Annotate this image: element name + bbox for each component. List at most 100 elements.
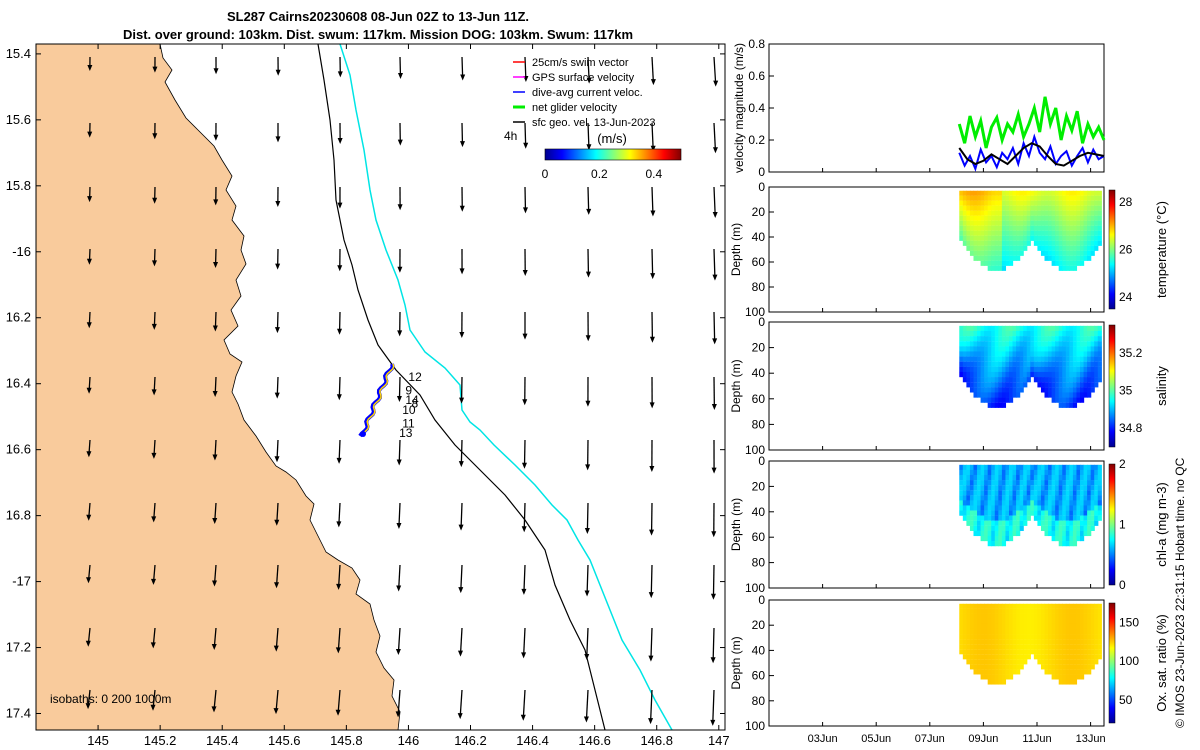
sfc-vector [459,627,463,655]
section-cell [1026,325,1031,332]
section-cell [962,490,967,496]
section-cell [962,330,967,337]
section-cell [1062,618,1067,625]
section-cell [1040,346,1046,352]
section-cell [1037,240,1042,246]
section-cell [984,190,989,196]
section-cell [1001,341,1007,347]
section-cell [1023,200,1028,206]
section-cell [987,200,992,206]
section-cell [1055,387,1060,393]
section-cell [1044,634,1049,640]
section-cell [1012,325,1017,332]
section-cell [1040,200,1046,206]
section-cell [1058,603,1063,609]
section-cell [980,210,985,216]
section-cell [1055,474,1060,481]
section-cell [1097,351,1102,357]
sfc-vector-head [336,521,342,528]
section-cell [1083,346,1088,352]
section-cell [1090,361,1095,367]
sfc-vector-head [522,207,528,214]
colorbar-label: (m/s) [597,131,627,146]
sfc-vector [587,186,590,213]
section-cell [1051,371,1056,378]
sfc-vector [586,564,589,595]
section-cell [991,255,996,261]
section-cell [1076,664,1081,670]
section-cell [966,225,971,231]
section-cell [1023,215,1028,221]
section-cell [973,464,978,471]
section-cell [1097,639,1102,645]
sfc-vector [649,689,653,723]
section-cell [1044,480,1049,486]
sfc-vector-head [458,524,464,531]
section-cell [1033,618,1039,625]
section-cell [998,220,1003,226]
section-cell [991,520,996,526]
sfc-vector-head [86,387,92,394]
section-cell [1055,336,1060,342]
section-cell [1005,613,1010,620]
section-cell [1048,205,1053,211]
section-cell [1048,240,1053,246]
section-cell [1033,366,1039,373]
section-cell [998,623,1003,630]
section-cell [1065,366,1070,373]
section-cell [966,603,971,609]
map-x-tick-label: 146.2 [454,733,487,748]
section-cell [1090,603,1095,609]
section-cell [980,255,985,261]
section-cell [1062,336,1067,342]
section-cell [1094,330,1099,337]
section-cell [1055,608,1060,614]
section-cell [1076,255,1081,261]
section-cell [998,520,1003,526]
section-cell [1076,654,1081,660]
section-cell [1001,674,1007,680]
map-panel: 145 145.2 145.4 145.6 145.8 146 146.2 146.4 146.… [6,43,730,748]
section-cell [1051,210,1056,216]
section-cell [1008,330,1014,337]
section-cell [1023,190,1028,196]
section-cell [998,330,1003,337]
section-cell [1058,639,1063,645]
section-cell [962,230,967,236]
section-cell [1051,377,1056,383]
map-legend: 25cm/s swim vector GPS surface velocity … [504,57,682,181]
section-colorbar [1108,189,1116,310]
section-cell [1044,505,1049,511]
section-cell [987,525,992,531]
section-cell [991,485,996,491]
section-cell [1026,639,1031,645]
section-cell [1012,387,1017,393]
section-cell [1040,525,1046,531]
section-cell [984,240,989,246]
section-cell [962,474,967,481]
section-cell [1033,346,1039,352]
section-cell [1094,200,1099,206]
section-cell [1012,361,1017,367]
section-cell [1069,603,1074,609]
section-cell [1062,397,1067,403]
section-cell [1076,351,1081,357]
section-cell [1090,336,1095,342]
sfc-vector-head [337,71,343,78]
section-cell [1016,377,1021,383]
section-cell [1008,480,1014,486]
section-cell [1058,235,1063,241]
section-cell [998,235,1003,241]
section-cell [959,195,964,201]
section-cell [994,260,999,266]
section-cell [1001,669,1007,675]
section-cell [1058,510,1063,516]
section-cell [1058,525,1063,531]
section-cell [977,377,982,383]
section-cell [991,500,996,506]
section-cell [966,230,971,236]
section-cell [1037,371,1042,378]
section-cell [977,190,982,196]
section-cell [1055,200,1060,206]
section-y-tick-label: 0 [758,315,765,329]
